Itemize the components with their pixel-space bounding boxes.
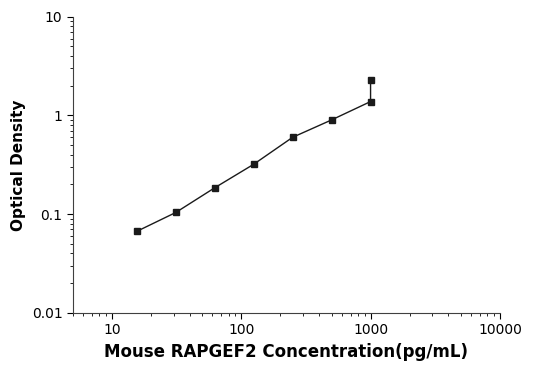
X-axis label: Mouse RAPGEF2 Concentration(pg/mL): Mouse RAPGEF2 Concentration(pg/mL) — [104, 343, 469, 361]
Y-axis label: Optical Density: Optical Density — [11, 99, 26, 231]
